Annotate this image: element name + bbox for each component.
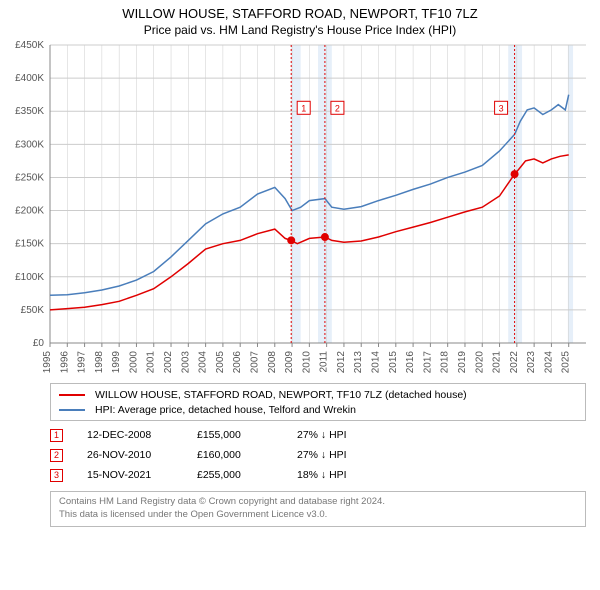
x-tick-label: 2015 (388, 351, 399, 374)
x-tick-label: 1998 (94, 351, 105, 374)
event-row: 2 26-NOV-2010£160,00027% ↓ HPI (50, 445, 586, 465)
x-tick-label: 2000 (128, 351, 139, 374)
chart-header: WILLOW HOUSE, STAFFORD ROAD, NEWPORT, TF… (0, 0, 600, 37)
event-numbox-label: 3 (499, 103, 504, 113)
x-tick-label: 2024 (543, 351, 554, 374)
x-tick-label: 2016 (405, 351, 416, 374)
x-tick-label: 2001 (146, 351, 157, 374)
x-tick-label: 1996 (59, 351, 70, 374)
x-tick-label: 2004 (198, 351, 209, 374)
x-tick-label: 2011 (319, 351, 330, 373)
x-tick-label: 2008 (267, 351, 278, 374)
legend-swatch (59, 394, 85, 396)
legend-swatch (59, 409, 85, 411)
legend-row: WILLOW HOUSE, STAFFORD ROAD, NEWPORT, TF… (59, 387, 577, 402)
y-tick-label: £0 (33, 338, 45, 349)
y-tick-label: £100K (15, 272, 44, 283)
shaded-band (508, 45, 522, 343)
legend-label: WILLOW HOUSE, STAFFORD ROAD, NEWPORT, TF… (95, 389, 467, 401)
y-tick-label: £450K (15, 40, 44, 51)
x-tick-label: 2018 (440, 351, 451, 374)
x-tick-label: 2002 (163, 351, 174, 374)
x-tick-label: 2012 (336, 351, 347, 374)
event-date: 15-NOV-2021 (87, 469, 197, 481)
events-list: 1 12-DEC-2008£155,00027% ↓ HPI 2 26-NOV-201… (50, 425, 586, 485)
x-tick-label: 1995 (42, 351, 53, 374)
legend-row: HPI: Average price, detached house, Telf… (59, 402, 577, 417)
event-dot (511, 170, 519, 178)
event-diff: 18% ↓ HPI (297, 469, 586, 481)
x-tick-label: 2013 (353, 351, 364, 374)
event-num: 3 (50, 469, 63, 482)
chart-subtitle: Price paid vs. HM Land Registry's House … (0, 23, 600, 37)
x-tick-label: 2019 (457, 351, 468, 374)
x-tick-label: 2021 (492, 351, 503, 374)
y-tick-label: £200K (15, 206, 44, 217)
attribution: Contains HM Land Registry data © Crown c… (50, 491, 586, 527)
x-tick-label: 2023 (526, 351, 537, 374)
line-chart-svg: £0 £50K £100K £150K £200K £250K £300K £350K £400… (0, 37, 600, 377)
x-tick-label: 2006 (232, 351, 243, 374)
event-dot (287, 236, 295, 244)
event-numbox-label: 1 (301, 103, 306, 113)
y-tick-label: £300K (15, 139, 44, 150)
x-tick-label: 2007 (249, 351, 260, 374)
event-date: 26-NOV-2010 (87, 449, 197, 461)
event-dot (321, 233, 329, 241)
attrib-line1: Contains HM Land Registry data © Crown c… (59, 496, 577, 509)
y-tick-label: £350K (15, 106, 44, 117)
shaded-band (291, 45, 301, 343)
y-tick-label: £50K (21, 305, 45, 316)
y-tick-label: £150K (15, 239, 44, 250)
legend-label: HPI: Average price, detached house, Telf… (95, 404, 356, 416)
x-tick-label: 1999 (111, 351, 122, 374)
x-tick-label: 2009 (284, 351, 295, 374)
x-tick-label: 2010 (301, 351, 312, 374)
x-tick-label: 2017 (422, 351, 433, 374)
chart-area: £0 £50K £100K £150K £200K £250K £300K £350K £400… (0, 37, 600, 377)
x-tick-label: 2022 (509, 351, 520, 374)
chart-title: WILLOW HOUSE, STAFFORD ROAD, NEWPORT, TF… (0, 6, 600, 21)
event-price: £155,000 (197, 429, 297, 441)
y-tick-label: £400K (15, 73, 44, 84)
x-tick-label: 1997 (77, 351, 88, 374)
x-tick-label: 2003 (180, 351, 191, 374)
event-diff: 27% ↓ HPI (297, 449, 586, 461)
legend: WILLOW HOUSE, STAFFORD ROAD, NEWPORT, TF… (50, 383, 586, 421)
x-tick-label: 2014 (371, 351, 382, 374)
event-row: 3 15-NOV-2021£255,00018% ↓ HPI (50, 465, 586, 485)
x-tick-label: 2020 (474, 351, 485, 374)
y-tick-label: £250K (15, 172, 44, 183)
x-tick-label: 2025 (561, 351, 572, 374)
event-date: 12-DEC-2008 (87, 429, 197, 441)
attrib-line2: This data is licensed under the Open Gov… (59, 509, 577, 522)
event-diff: 27% ↓ HPI (297, 429, 586, 441)
event-row: 1 12-DEC-2008£155,00027% ↓ HPI (50, 425, 586, 445)
x-tick-label: 2005 (215, 351, 226, 374)
event-num: 1 (50, 429, 63, 442)
event-price: £160,000 (197, 449, 297, 461)
event-num: 2 (50, 449, 63, 462)
event-numbox-label: 2 (335, 103, 340, 113)
event-price: £255,000 (197, 469, 297, 481)
